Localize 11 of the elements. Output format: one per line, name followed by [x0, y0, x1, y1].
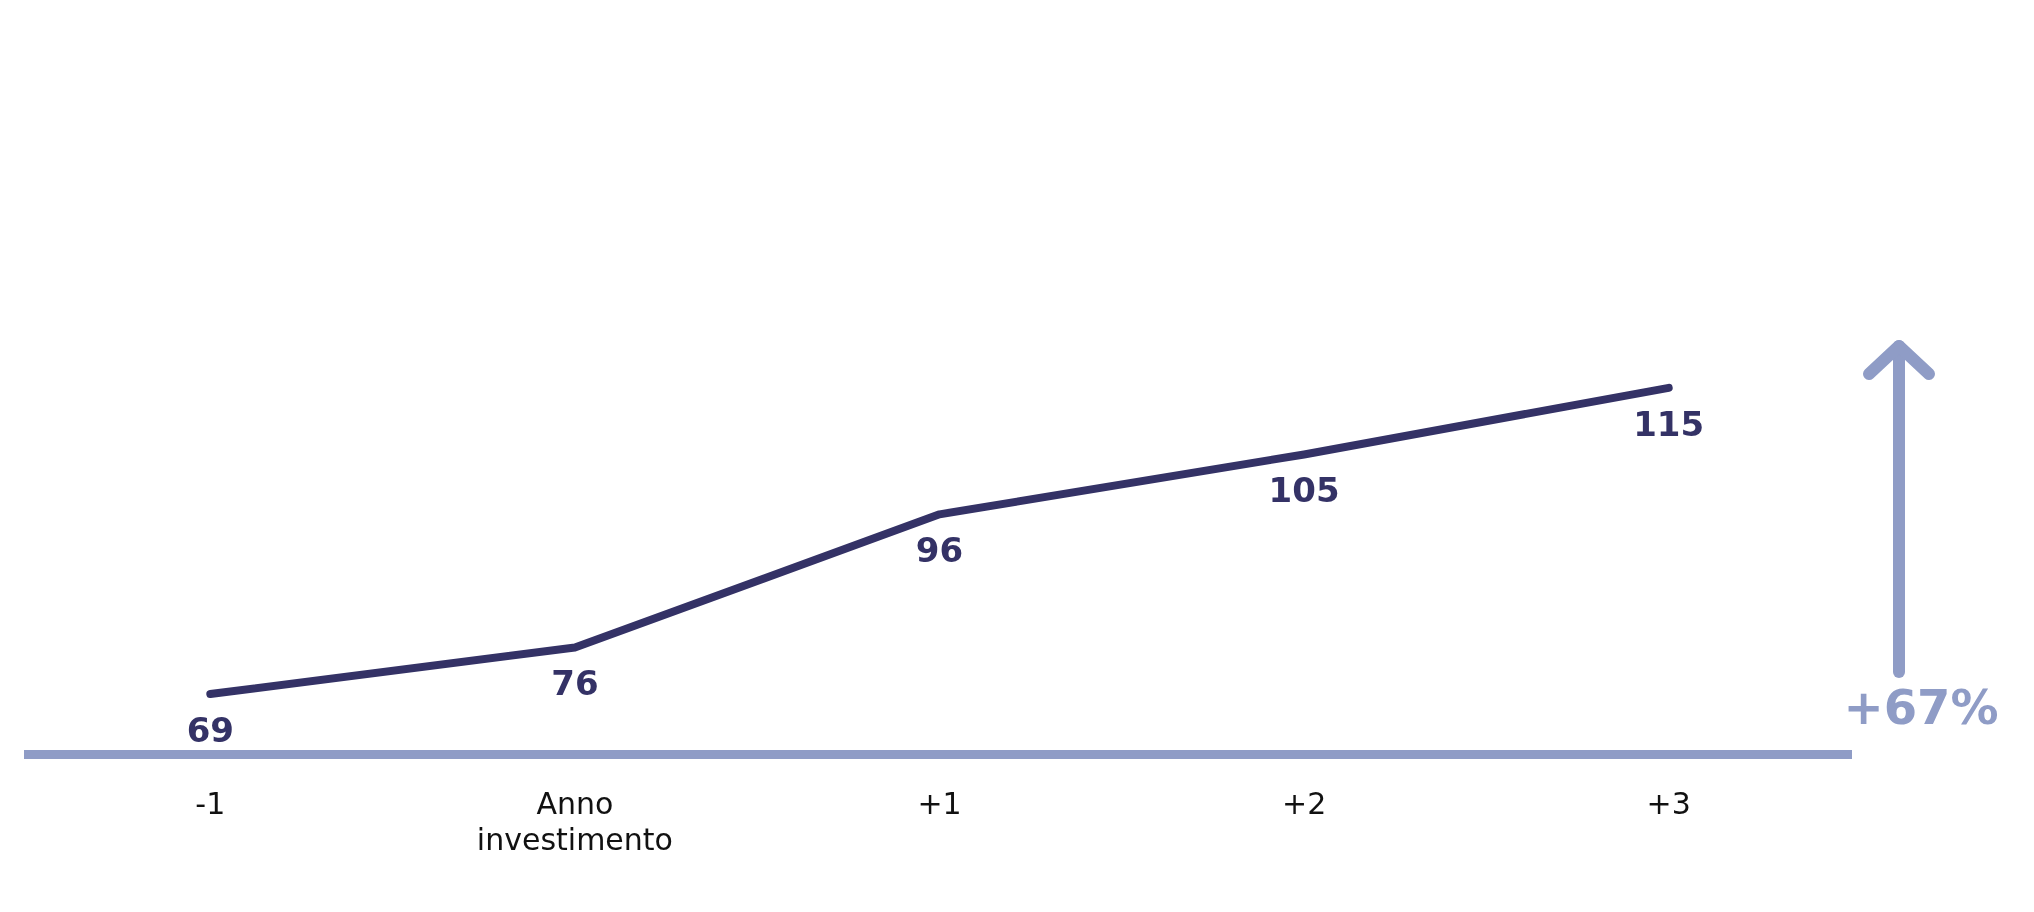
annotation: +67%	[1843, 679, 1999, 736]
data-label: 115	[1633, 403, 1705, 444]
data-label: 105	[1268, 470, 1340, 511]
data-label: 96	[915, 530, 964, 571]
x-tick-label: +1	[917, 785, 962, 821]
x-tick-label: +2	[1281, 785, 1327, 821]
x-tick-label: +3	[1646, 785, 1691, 821]
x-tick-label: Anno investimento	[476, 785, 673, 857]
x-tick-label: -1	[195, 785, 226, 821]
data-label: 76	[551, 663, 599, 704]
data-label: 69	[186, 709, 234, 750]
